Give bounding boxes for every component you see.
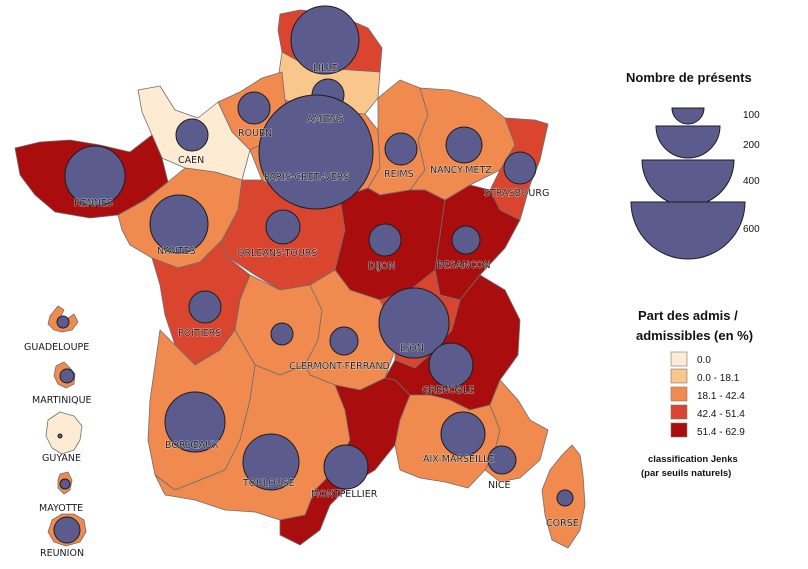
circle-rouen [237,91,271,125]
circle-toulouse [242,433,300,491]
label-caen: CAEN [178,155,204,166]
legend-size: Nombre de présents 100 200 400 600 [626,70,760,260]
legend-color-title-2: admissibles (en %) [636,328,753,343]
circle-limoges [270,322,294,346]
legend-size-value-600: 600 [743,224,760,235]
label-reunion: REUNION [40,548,84,559]
circle-poitiers [188,290,222,324]
label-rennes: RENNES [74,198,113,209]
circle-orleans-tours [265,209,301,245]
label-mayotte: MAYOTTE [39,503,83,514]
legend-swatch-0 [670,351,688,367]
legend-size-value-400: 400 [743,176,760,187]
circle-martinique [59,368,75,384]
label-martinique: MARTINIQUE [32,395,92,406]
label-bordeaux: BORDEAUX [165,440,219,451]
circle-guadeloupe [56,315,70,329]
label-guyane: GUYANE [42,453,81,464]
circle-mayotte [59,478,71,490]
label-corse: CORSE [546,518,579,529]
label-poitiers: POITIERS [178,328,221,339]
circle-lyon [378,287,450,359]
label-nancy-metz: NANCY-METZ [430,165,492,176]
circle-montpellier [323,444,369,490]
label-guadeloupe: GUADELOUPE [24,342,89,353]
label-nice: NICE [488,480,511,491]
legend-size-value-200: 200 [743,140,760,151]
circle-guyane [57,433,63,439]
label-besancon: BESANCON [437,260,491,271]
label-amiens: AMIENS [307,114,344,125]
label-grenoble: GRENOBLE [422,385,474,396]
circle-grenoble [428,342,474,388]
circle-besancon [451,225,481,255]
circle-lille [290,5,360,75]
legend-semicircle-400 [641,159,735,207]
label-paris: PARIS-CRET.-VERS [264,172,349,183]
legend-color: Part des admis / admissibles (en %) 0.0 … [636,308,753,479]
label-dijon: DIJON [368,261,396,272]
circle-nancy-metz [445,126,483,164]
circle-dijon [368,223,402,257]
circle-rennes [64,145,126,207]
region-guyane[interactable] [45,411,83,455]
legend-note-2: (par seuils naturels) [641,468,731,479]
legend-class-0: 0.0 [697,355,711,366]
label-reims: REIMS [384,169,414,180]
legend-swatch-1 [670,368,688,384]
legend-size-title: Nombre de présents [626,70,752,85]
circle-caen [175,118,209,152]
circle-strasbourg [503,151,537,185]
legend-color-title-1: Part des admis / [638,308,738,323]
legend-semicircle-200 [655,125,721,159]
circle-clermont-ferrand [329,326,359,356]
legend-class-4: 51.4 - 62.9 [697,427,745,438]
legend-swatch-4 [670,422,688,438]
label-montpellier: MONTPELLIER [311,489,378,500]
label-strasbourg: STRASBOURG [484,188,549,199]
label-clermont-ferrand: CLERMONT-FERRAND [289,361,390,372]
legend-size-value-100: 100 [743,110,760,121]
circle-corse [556,489,574,507]
circle-aix-marseille [440,411,486,457]
circle-reims [384,132,418,166]
legend-semicircle-600 [630,201,746,260]
legend-class-3: 42.4 - 51.4 [697,409,745,420]
label-lyon: LYON [400,343,424,354]
legend-class-2: 18.1 - 42.4 [697,391,745,402]
label-toulouse: TOULOUSE [242,478,295,489]
circle-paris [258,94,374,210]
legend-note-1: classification Jenks [648,454,738,465]
circle-bordeaux [164,391,226,453]
legend-semicircle-100 [671,107,705,125]
circle-nice [487,445,517,475]
label-lille: LILLE [313,63,338,74]
label-orleans-tours: ORLEANS-TOURS [237,248,317,259]
legend-swatch-2 [670,386,688,402]
legend-class-1: 0.0 - 18.1 [697,373,740,384]
circle-nantes [149,194,209,254]
legend-swatch-3 [670,404,688,420]
label-rouen: ROUEN [238,128,272,139]
label-nantes: NANTES [157,246,196,257]
label-aix-marseille: AIX-MARSEILLE [423,454,494,465]
circle-reunion [53,516,81,544]
